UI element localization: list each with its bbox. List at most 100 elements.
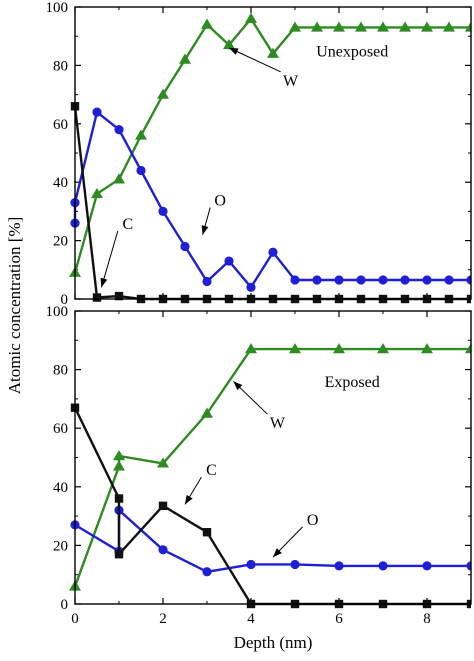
point-o xyxy=(422,561,432,571)
point-o xyxy=(158,545,168,555)
point-o xyxy=(290,275,300,285)
plot-frame xyxy=(74,6,472,300)
x-tick-label: 2 xyxy=(159,611,167,627)
point-w xyxy=(377,21,389,32)
y-tick-label: 60 xyxy=(53,117,68,133)
point-o xyxy=(290,559,300,570)
annotation-arrowhead xyxy=(229,47,239,55)
point-w xyxy=(157,457,169,468)
point-w xyxy=(135,129,147,140)
point-c xyxy=(114,291,124,301)
y-tick-label: 80 xyxy=(53,58,68,74)
point-w xyxy=(333,21,345,32)
point-w xyxy=(113,450,125,461)
annotation-label-c: C xyxy=(122,216,133,233)
point-w xyxy=(157,88,169,99)
point-c xyxy=(114,549,124,559)
series-line-c xyxy=(73,106,471,301)
panel-label: Exposed xyxy=(325,374,380,391)
point-w xyxy=(245,343,257,354)
y-tick-label: 40 xyxy=(53,175,68,191)
point-w xyxy=(245,12,257,23)
point-o xyxy=(466,275,471,285)
x-tick-label: 0 xyxy=(71,611,79,627)
point-o xyxy=(378,561,388,571)
point-w xyxy=(91,187,103,199)
y-tick-label: 100 xyxy=(46,0,69,16)
plot-area xyxy=(69,343,471,609)
point-o xyxy=(180,241,190,252)
y-tick-label: 20 xyxy=(53,234,68,250)
annotation-label-w: W xyxy=(283,73,299,90)
point-w xyxy=(421,343,433,354)
series-line-c xyxy=(73,407,471,606)
y-tick-label: 20 xyxy=(53,538,68,554)
point-o xyxy=(158,206,168,216)
plot-area xyxy=(69,12,471,304)
y-axis-label: Atomic concentration [%] xyxy=(5,217,24,395)
point-o xyxy=(268,247,278,257)
annotation-arrow xyxy=(228,47,281,73)
point-o xyxy=(246,282,256,292)
point-o xyxy=(356,275,366,285)
point-o xyxy=(400,275,410,285)
point-o xyxy=(92,107,102,117)
point-w xyxy=(399,21,411,32)
point-c xyxy=(92,293,102,302)
x-axis-label: Depth (nm) xyxy=(234,633,313,652)
annotation-label-o: O xyxy=(214,193,226,210)
point-w xyxy=(443,21,455,32)
point-w xyxy=(113,460,125,471)
point-w xyxy=(179,53,191,64)
annotation-arrow xyxy=(100,230,119,288)
point-w xyxy=(355,21,367,32)
point-w xyxy=(289,21,301,32)
plot-frame xyxy=(74,310,472,605)
point-w xyxy=(465,343,471,354)
point-c xyxy=(202,528,212,537)
y-tick-label: 60 xyxy=(53,421,68,437)
point-w xyxy=(113,173,125,184)
annotation-label-o: O xyxy=(307,512,319,529)
point-w xyxy=(465,21,471,32)
point-c xyxy=(114,494,124,503)
point-w xyxy=(201,407,213,418)
panel-exposed: 0 20 40 60 80 100 0 2 4 6 8 W C O Exposed xyxy=(46,304,472,627)
annotation-arrowhead xyxy=(100,277,108,288)
annotation-arrowhead xyxy=(233,381,243,391)
point-w xyxy=(421,21,433,32)
y-tick-label: 0 xyxy=(61,597,69,613)
point-o xyxy=(224,256,234,266)
panel-unexposed: 0 20 40 60 80 100 W O C Unexposed xyxy=(46,0,472,308)
y-tick-label: 80 xyxy=(53,363,68,379)
x-tick-label: 8 xyxy=(423,611,431,627)
point-w xyxy=(223,38,235,50)
point-o xyxy=(422,275,432,285)
annotation-label-c: C xyxy=(206,462,217,479)
y-tick-label: 0 xyxy=(61,292,69,308)
point-o xyxy=(202,567,212,577)
panel-label: Unexposed xyxy=(316,44,388,61)
y-tick-label: 40 xyxy=(53,480,68,496)
point-w xyxy=(289,343,301,354)
annotation-arrowhead xyxy=(201,225,209,235)
annotation-label-w: W xyxy=(270,415,286,432)
point-c xyxy=(158,501,168,511)
point-w xyxy=(267,47,279,58)
series-line-o xyxy=(74,509,471,573)
annotation-arrowhead xyxy=(273,548,282,558)
point-o xyxy=(444,275,454,285)
series-line-w xyxy=(73,347,471,587)
annotation-arrowhead xyxy=(185,494,193,505)
point-o xyxy=(136,165,146,176)
x-tick-label: 6 xyxy=(335,611,343,627)
point-o xyxy=(466,561,471,571)
point-w xyxy=(377,343,389,354)
point-w xyxy=(201,18,213,29)
point-o xyxy=(334,561,344,571)
point-o xyxy=(246,559,256,570)
point-o xyxy=(378,275,388,285)
x-tick-label: 4 xyxy=(247,611,255,627)
point-o xyxy=(114,125,124,135)
